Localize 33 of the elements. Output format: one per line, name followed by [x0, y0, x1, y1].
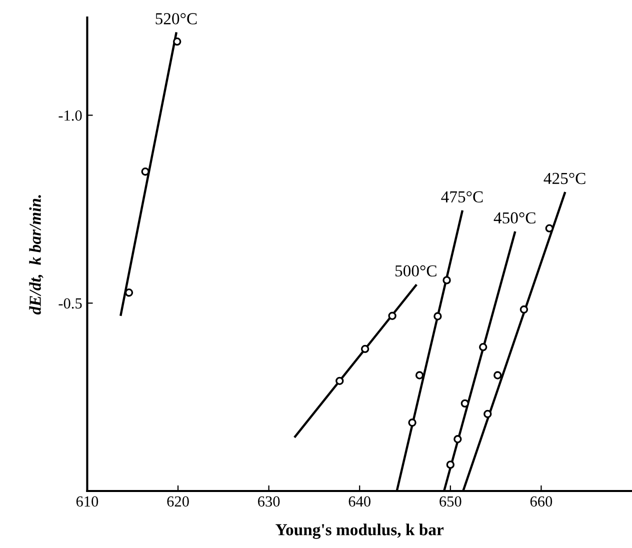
point — [484, 410, 492, 418]
x-tick-label: 650 — [440, 496, 462, 507]
point — [336, 376, 344, 385]
x-tick-label: 620 — [167, 496, 189, 507]
point — [360, 344, 370, 354]
point — [479, 342, 488, 352]
point — [415, 371, 424, 380]
x-tick-label: 640 — [348, 496, 370, 507]
point — [434, 312, 442, 320]
y-tick-label: -0.5 — [58, 298, 82, 309]
point — [446, 460, 454, 469]
point — [388, 312, 396, 320]
series-label: 500°C — [395, 265, 436, 277]
point — [545, 224, 554, 232]
series-label: 520°C — [156, 13, 197, 24]
point — [408, 418, 416, 427]
series-label: 425°C — [544, 172, 586, 184]
y-axis-title: dE/dt, k bar/min. — [29, 195, 44, 315]
point — [141, 168, 150, 176]
series-label: 475°C — [441, 191, 483, 202]
x-axis-title: Young's modulus, k bar — [276, 524, 444, 539]
point — [173, 37, 182, 46]
point — [494, 371, 502, 380]
y-tick-label: -1.0 — [58, 110, 82, 121]
x-tick-label: 660 — [530, 496, 552, 507]
point — [124, 288, 134, 297]
point — [454, 435, 462, 444]
x-tick-label: 630 — [258, 496, 280, 507]
series-label: 450°C — [494, 212, 536, 224]
point — [442, 276, 451, 284]
point — [520, 305, 528, 314]
x-tick-label: 610 — [76, 496, 98, 507]
point — [460, 399, 470, 408]
